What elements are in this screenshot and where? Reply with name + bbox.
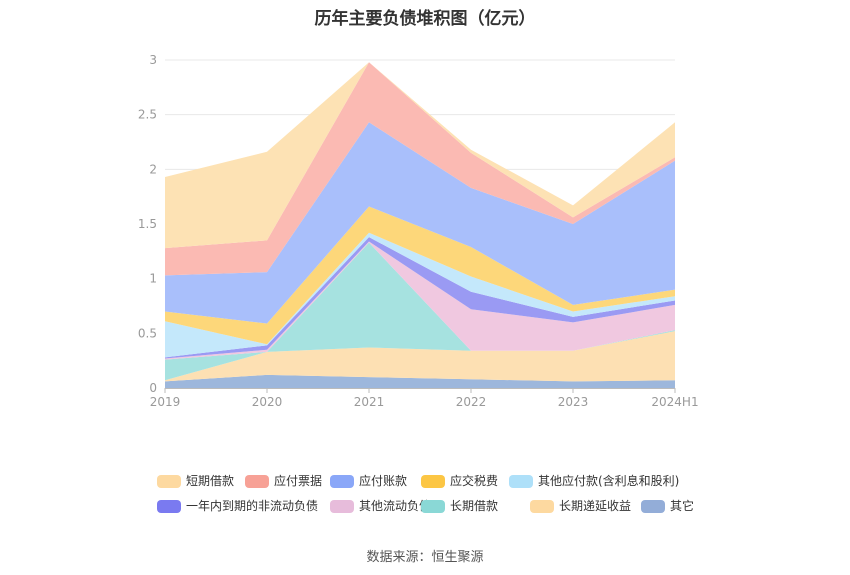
legend-swatch[interactable] (530, 500, 554, 513)
x-tick-label: 2019 (150, 395, 181, 409)
chart-title: 历年主要负债堆积图（亿元） (314, 9, 536, 29)
source-note: 数据来源：恒生聚源 (366, 550, 484, 565)
legend-label[interactable]: 其它 (670, 498, 694, 513)
legend-swatch[interactable] (245, 475, 269, 488)
area-series-5 (165, 232, 675, 358)
y-tick-label: 2 (149, 162, 157, 176)
y-tick-label: 0.5 (138, 326, 157, 340)
legend-swatch[interactable] (641, 500, 665, 513)
legend-swatch[interactable] (157, 475, 181, 488)
y-tick-label: 1 (149, 272, 157, 286)
legend-label[interactable]: 长期借款 (450, 499, 498, 513)
x-tick-label: 2023 (558, 395, 589, 409)
area-series-3 (165, 241, 675, 360)
area-series-layer (165, 62, 675, 388)
x-tick-label: 2022 (456, 395, 487, 409)
x-tick-label: 2021 (354, 395, 385, 409)
x-tick-label: 2024H1 (651, 395, 698, 409)
area-series-7 (165, 122, 675, 324)
legend: 短期借款 应付票据 应付账款 应交税费 其他应付款(含利息和股利) 一年内到期的非流动负债… (157, 473, 694, 513)
area-series-9 (165, 62, 675, 249)
y-tick-label: 0 (149, 381, 157, 395)
legend-label[interactable]: 应付账款 (359, 473, 407, 488)
area-series-0 (165, 374, 675, 388)
legend-label[interactable]: 应交税费 (450, 473, 498, 488)
area-series-6 (165, 206, 675, 345)
legend-swatch[interactable] (421, 500, 445, 513)
legend-label[interactable]: 一年内到期的非流动负债 (186, 498, 318, 513)
area-series-1 (165, 331, 675, 382)
legend-label[interactable]: 长期递延收益 (559, 499, 631, 513)
legend-label[interactable]: 其他应付款(含利息和股利) (538, 473, 679, 488)
legend-swatch[interactable] (330, 500, 354, 513)
area-series-8 (165, 62, 675, 276)
legend-label[interactable]: 短期借款 (186, 474, 234, 488)
legend-swatch[interactable] (509, 475, 533, 488)
y-tick-label: 3 (149, 53, 157, 67)
y-tick-label: 1.5 (138, 217, 157, 231)
legend-swatch[interactable] (157, 500, 181, 513)
y-tick-label: 2.5 (138, 108, 157, 122)
area-series-2 (165, 242, 675, 381)
legend-swatch[interactable] (330, 475, 354, 488)
axes: 0 0.5 1 1.5 2 2.5 3 2019 2020 2021 2022 2023 2024H1 (138, 53, 699, 409)
legend-label[interactable]: 其他流动负债 (359, 499, 431, 513)
legend-swatch[interactable] (421, 475, 445, 488)
legend-label[interactable]: 应付票据 (274, 473, 322, 488)
x-tick-label: 2020 (252, 395, 283, 409)
